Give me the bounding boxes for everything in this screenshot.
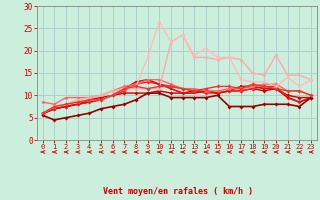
Text: Vent moyen/en rafales ( km/h ): Vent moyen/en rafales ( km/h ): [103, 187, 252, 196]
